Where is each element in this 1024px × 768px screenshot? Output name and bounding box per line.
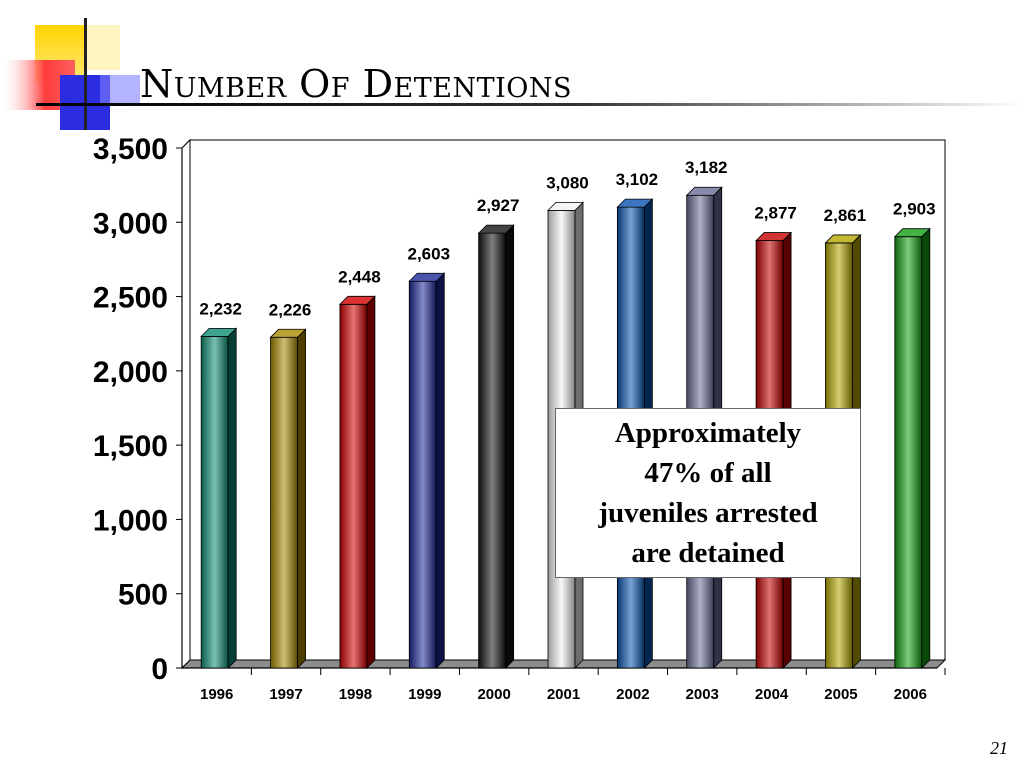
bar-side	[227, 327, 237, 669]
bar-2000	[478, 232, 507, 669]
x-tick-label: 2006	[894, 686, 927, 703]
bar-2006	[894, 236, 923, 669]
data-label: 3,080	[546, 173, 589, 192]
x-tick-label: 2003	[686, 686, 719, 703]
bar-side	[435, 272, 445, 669]
data-label: 2,448	[338, 267, 381, 286]
bar-side	[505, 224, 515, 669]
data-label: 2,226	[269, 300, 312, 319]
data-label: 2,903	[893, 200, 936, 219]
bar-top	[408, 272, 446, 282]
x-tick-label: 2004	[755, 686, 789, 703]
bar-top	[685, 186, 723, 196]
y-tick-label: 3,000	[93, 207, 168, 240]
page-number: 21	[990, 738, 1008, 758]
data-label: 3,102	[616, 170, 659, 189]
y-tick-label: 3,500	[93, 133, 168, 166]
x-tick-label: 1999	[408, 686, 441, 703]
y-tick-label: 500	[118, 579, 168, 612]
data-label: 3,182	[685, 158, 728, 177]
x-tick-label: 2005	[824, 686, 857, 703]
bar-1996	[200, 335, 229, 669]
side-wall	[181, 138, 191, 670]
data-label: 2,877	[754, 204, 797, 223]
data-label: 2,232	[199, 299, 242, 318]
bar-top	[824, 234, 862, 244]
y-tick-label: 2,000	[93, 356, 168, 389]
data-label: 2,861	[824, 206, 867, 225]
bar-side	[366, 295, 376, 669]
slide-logo	[0, 18, 140, 130]
bar-1999	[408, 280, 437, 669]
y-tick-label: 1,000	[93, 504, 168, 537]
x-tick-label: 1996	[200, 686, 233, 703]
bar-top	[338, 295, 376, 305]
y-tick-label: 1,500	[93, 430, 168, 463]
x-tick-label: 1998	[339, 686, 372, 703]
bar-top	[477, 224, 515, 234]
data-label: 2,603	[407, 244, 450, 263]
slide-title: Number Of Detentions	[140, 62, 573, 106]
y-tick-label: 2,500	[93, 282, 168, 315]
bar-top	[755, 232, 793, 241]
y-tick-label: 0	[151, 653, 168, 686]
bar-top	[200, 327, 238, 337]
x-tick-label: 2000	[477, 686, 510, 703]
callout-note: Approximately 47% of all juveniles arres…	[555, 408, 861, 578]
bar-side	[297, 328, 306, 669]
data-label: 2,927	[477, 196, 520, 215]
bar-1998	[339, 303, 368, 669]
bar-side	[921, 227, 931, 669]
bar-top	[616, 198, 654, 208]
x-tick-label: 2001	[547, 686, 580, 703]
x-tick-label: 1997	[269, 686, 302, 703]
title-underline	[36, 103, 1024, 106]
bar-top	[893, 228, 931, 238]
bar-top	[547, 201, 584, 211]
x-tick-label: 2002	[616, 686, 649, 703]
bar-top	[269, 328, 307, 338]
bar-1997	[270, 336, 298, 669]
